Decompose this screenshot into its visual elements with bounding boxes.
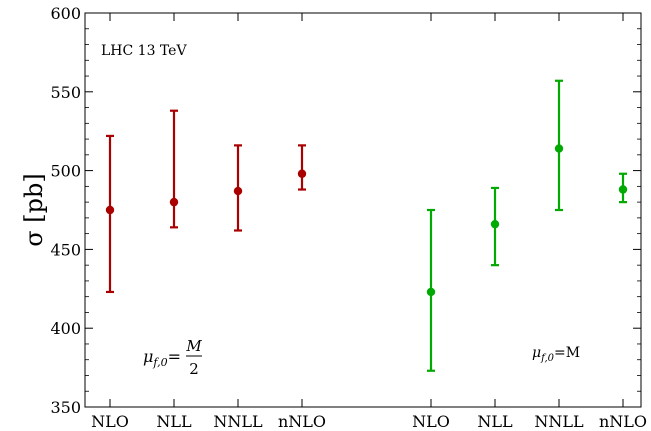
y-tick-label: 600 [50,4,81,23]
fraction-numerator: M [185,337,202,355]
annotation-lhc: LHC 13 TeV [101,43,187,59]
x-category-label: NLL [156,412,192,431]
y-axis-label: σ [pb] [20,173,48,246]
svg-text:μf,0=: μf,0= [143,347,181,369]
x-category-label: NLL [477,412,513,431]
data-series [105,79,628,372]
data-point [426,287,436,297]
mu-subscript: f,0 [152,356,167,369]
y-axis: 350 400 450 500 550 600 [50,4,641,417]
x-category-label: nNLO [278,412,326,431]
data-point [554,144,564,153]
data-point [297,169,307,178]
equals-m: =M [554,345,580,361]
x-axis-categories: NLO NLL NNLL nNLO NLO NLL NNLL nNLO [91,13,647,431]
x-category-label: NNLL [213,412,263,431]
fraction-denominator: 2 [189,360,199,378]
data-point [105,205,115,215]
data-point [233,186,243,196]
y-tick-label: 450 [50,240,81,259]
mu-symbol: μ [143,347,153,366]
y-tick-label: 350 [50,398,81,417]
y-tick-label: 550 [50,83,81,102]
svg-text:μf,0=M: μf,0=M [532,345,580,364]
x-category-label: NNLL [534,412,584,431]
scale-label-left: μf,0= M 2 [143,337,202,378]
data-point [169,197,179,207]
y-tick-label: 400 [50,319,81,338]
mu-symbol: μ [532,345,541,361]
x-category-label: NLO [91,412,129,431]
x-category-label: NLO [412,412,450,431]
data-point [618,185,628,194]
scale-label-right: μf,0=M [532,345,580,364]
mu-subscript: f,0 [540,353,555,364]
equals-sign: = [168,347,181,366]
plot-frame [84,12,642,408]
y-tick-label: 500 [50,162,81,181]
x-category-label: nNLO [599,412,647,431]
data-point [490,219,500,229]
